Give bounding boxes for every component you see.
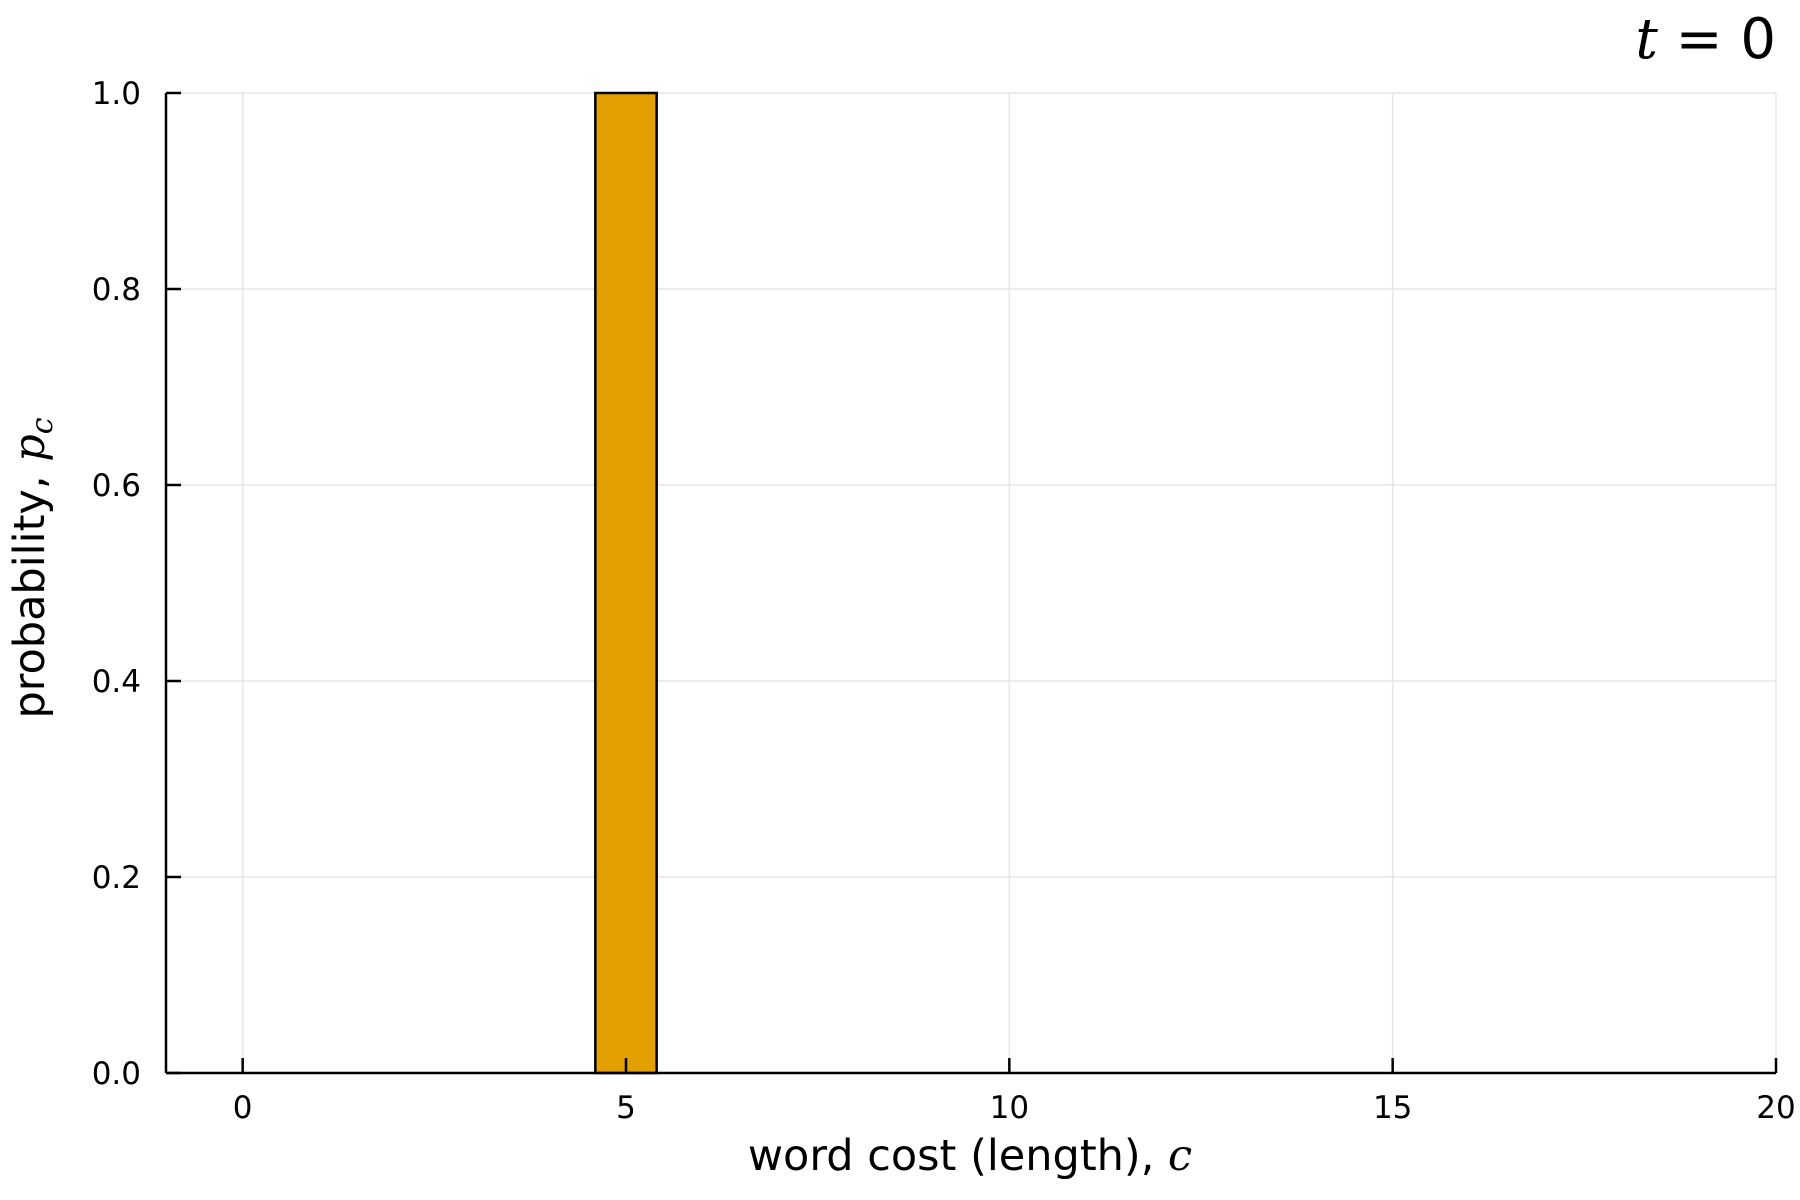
x-tick-label: 20 [1756, 1090, 1795, 1126]
x-tick-label: 0 [233, 1090, 253, 1126]
x-tick-label: 15 [1373, 1090, 1412, 1126]
y-tick-label: 0.2 [92, 860, 141, 896]
x-axis-title-text: word cost (length), [748, 1131, 1168, 1181]
bars [594, 91, 658, 1075]
x-tick-label: 10 [990, 1090, 1029, 1126]
y-axis-title-subscript: c [25, 417, 60, 434]
plot-title: t = 0 [1635, 7, 1776, 72]
y-tick-label: 0.4 [92, 664, 141, 700]
y-tick-label: 1.0 [92, 76, 141, 112]
y-tick-label: 0.0 [92, 1056, 141, 1092]
y-axis-title: probability, pc [5, 417, 60, 718]
title-variable: t [1635, 7, 1658, 72]
x-axis-title: word cost (length), c [748, 1131, 1192, 1181]
ticks: 0 5 10 15 20 0.0 0.2 0.4 0.6 0.8 1.0 [92, 76, 1796, 1126]
x-axis-title-variable: c [1168, 1131, 1192, 1181]
x-tick-label: 5 [616, 1090, 636, 1126]
bar [594, 91, 658, 1075]
y-axis-title-variable: p [5, 434, 55, 462]
y-tick-label: 0.6 [92, 468, 141, 504]
axes [164, 93, 1776, 1075]
y-tick-label: 0.8 [92, 272, 141, 308]
y-axis-title-text: probability, [5, 462, 55, 719]
title-value: = 0 [1658, 7, 1776, 72]
